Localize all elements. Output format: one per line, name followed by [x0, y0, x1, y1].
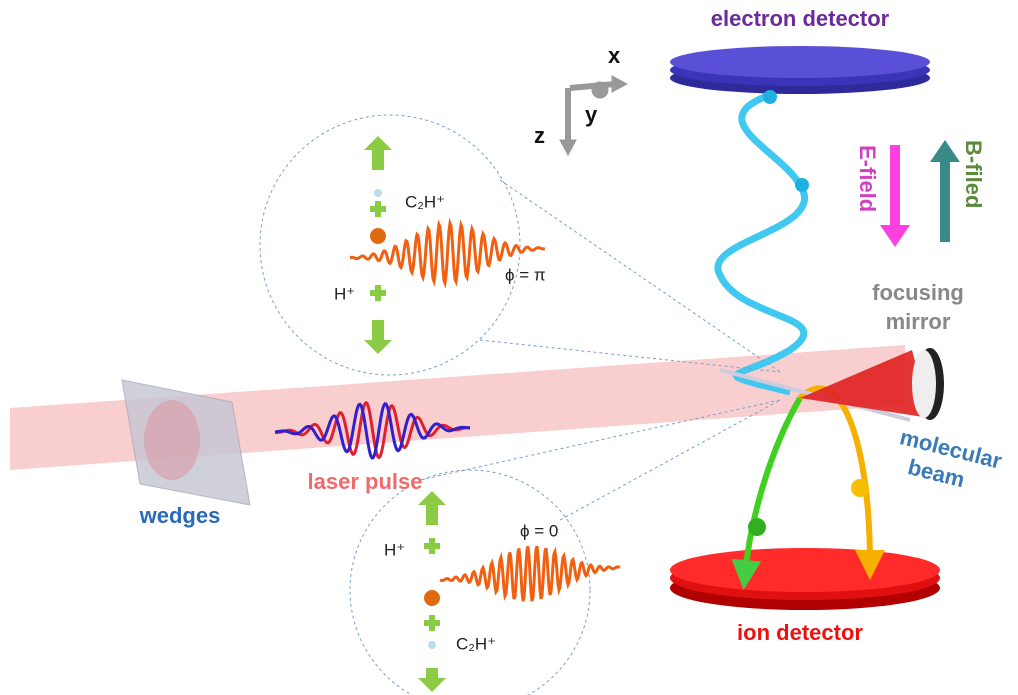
phase-label: ϕ = 0 [520, 521, 558, 540]
electron-trajectory [718, 95, 805, 392]
label: wedges [139, 503, 221, 528]
ion-label: C₂H⁺ [405, 192, 445, 211]
electron-detector [670, 46, 930, 94]
axis-label: x [608, 43, 621, 68]
electron [763, 90, 777, 104]
label: focusing [872, 280, 964, 305]
ion-trajectory [800, 388, 870, 565]
ion-detector [670, 548, 940, 610]
label: B-filed [961, 140, 986, 208]
label: E-field [855, 145, 880, 212]
electron [795, 178, 809, 192]
phase-label: ϕ = π [505, 265, 546, 284]
ion [748, 518, 766, 536]
ion-label: H⁺ [334, 284, 355, 303]
inset-upper [260, 115, 780, 375]
inset-lower [350, 400, 780, 695]
mirror [912, 350, 936, 418]
beam-spot [144, 400, 200, 480]
label: electron detector [711, 6, 890, 31]
axis-label: y [585, 102, 598, 127]
axis-label: z [534, 123, 545, 148]
ion-label: H⁺ [384, 540, 405, 559]
diagram: electron detector x y z E-field B-filed … [0, 0, 1018, 695]
label: ion detector [737, 620, 863, 645]
ion-label: C₂H⁺ [456, 634, 496, 653]
ion [851, 479, 869, 497]
label: laser pulse [308, 469, 423, 494]
b-field-arrow [930, 140, 960, 242]
e-field-arrow [880, 145, 910, 247]
label: mirror [886, 309, 951, 334]
